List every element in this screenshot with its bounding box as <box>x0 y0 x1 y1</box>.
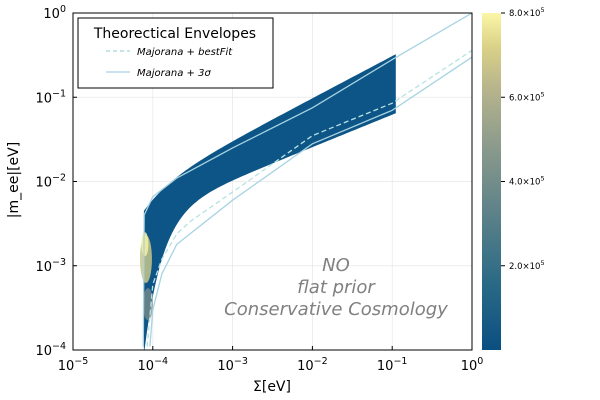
colorbar-tick-label: 6.0×105 <box>509 90 545 103</box>
x-tick-label: 10−3 <box>217 356 248 374</box>
x-tick-label: 10−1 <box>377 356 408 374</box>
legend: Theorectical Envelopes Majorana + bestFi… <box>77 17 274 89</box>
y-tick-label: 10−1 <box>35 88 66 106</box>
annotation-line-1: NO <box>322 255 350 276</box>
density-band <box>139 54 396 350</box>
y-tick-label: 10−3 <box>35 257 66 275</box>
colorbar-ticks: 2.0×105 4.0×105 6.0×105 8.0×105 <box>501 6 545 272</box>
envelope-3sigma-lower <box>149 56 472 347</box>
annotation-line-2: flat prior <box>297 277 376 298</box>
y-tick-label: 10−2 <box>35 173 66 191</box>
envelope-3sigma-upper <box>142 13 472 347</box>
y-axis-label: |m_ee|[eV] <box>6 142 22 218</box>
density-peak-core <box>141 232 149 257</box>
y-tick-label: 100 <box>43 4 66 22</box>
colorbar-tick-label: 8.0×105 <box>509 6 545 19</box>
colorbar-tick-label: 4.0×105 <box>509 175 545 188</box>
legend-label-3sigma: Majorana + 3σ <box>137 68 211 79</box>
colorbar-tick-label: 2.0×105 <box>509 259 545 272</box>
y-tick-label: 10−4 <box>35 341 66 359</box>
density-band-fill <box>143 54 396 350</box>
legend-box <box>77 17 274 89</box>
x-tick-label: 100 <box>461 356 484 374</box>
envelope-curves <box>142 13 472 347</box>
x-axis-ticks: 10−5 10−4 10−3 10−2 10−1 100 <box>58 346 484 374</box>
x-tick-label: 10−2 <box>297 356 328 374</box>
x-axis-label: Σ[eV] <box>253 379 291 395</box>
y-axis-ticks: 10−4 10−3 10−2 10−1 100 <box>35 4 77 359</box>
annotation-line-3: Conservative Cosmology <box>224 299 448 320</box>
legend-label-bestfit: Majorana + bestFit <box>137 47 233 58</box>
envelope-bestfit <box>146 49 472 347</box>
x-tick-label: 10−4 <box>138 356 169 374</box>
colorbar <box>482 13 501 350</box>
legend-title: Theorectical Envelopes <box>93 26 256 42</box>
x-tick-label: 10−5 <box>58 356 89 374</box>
